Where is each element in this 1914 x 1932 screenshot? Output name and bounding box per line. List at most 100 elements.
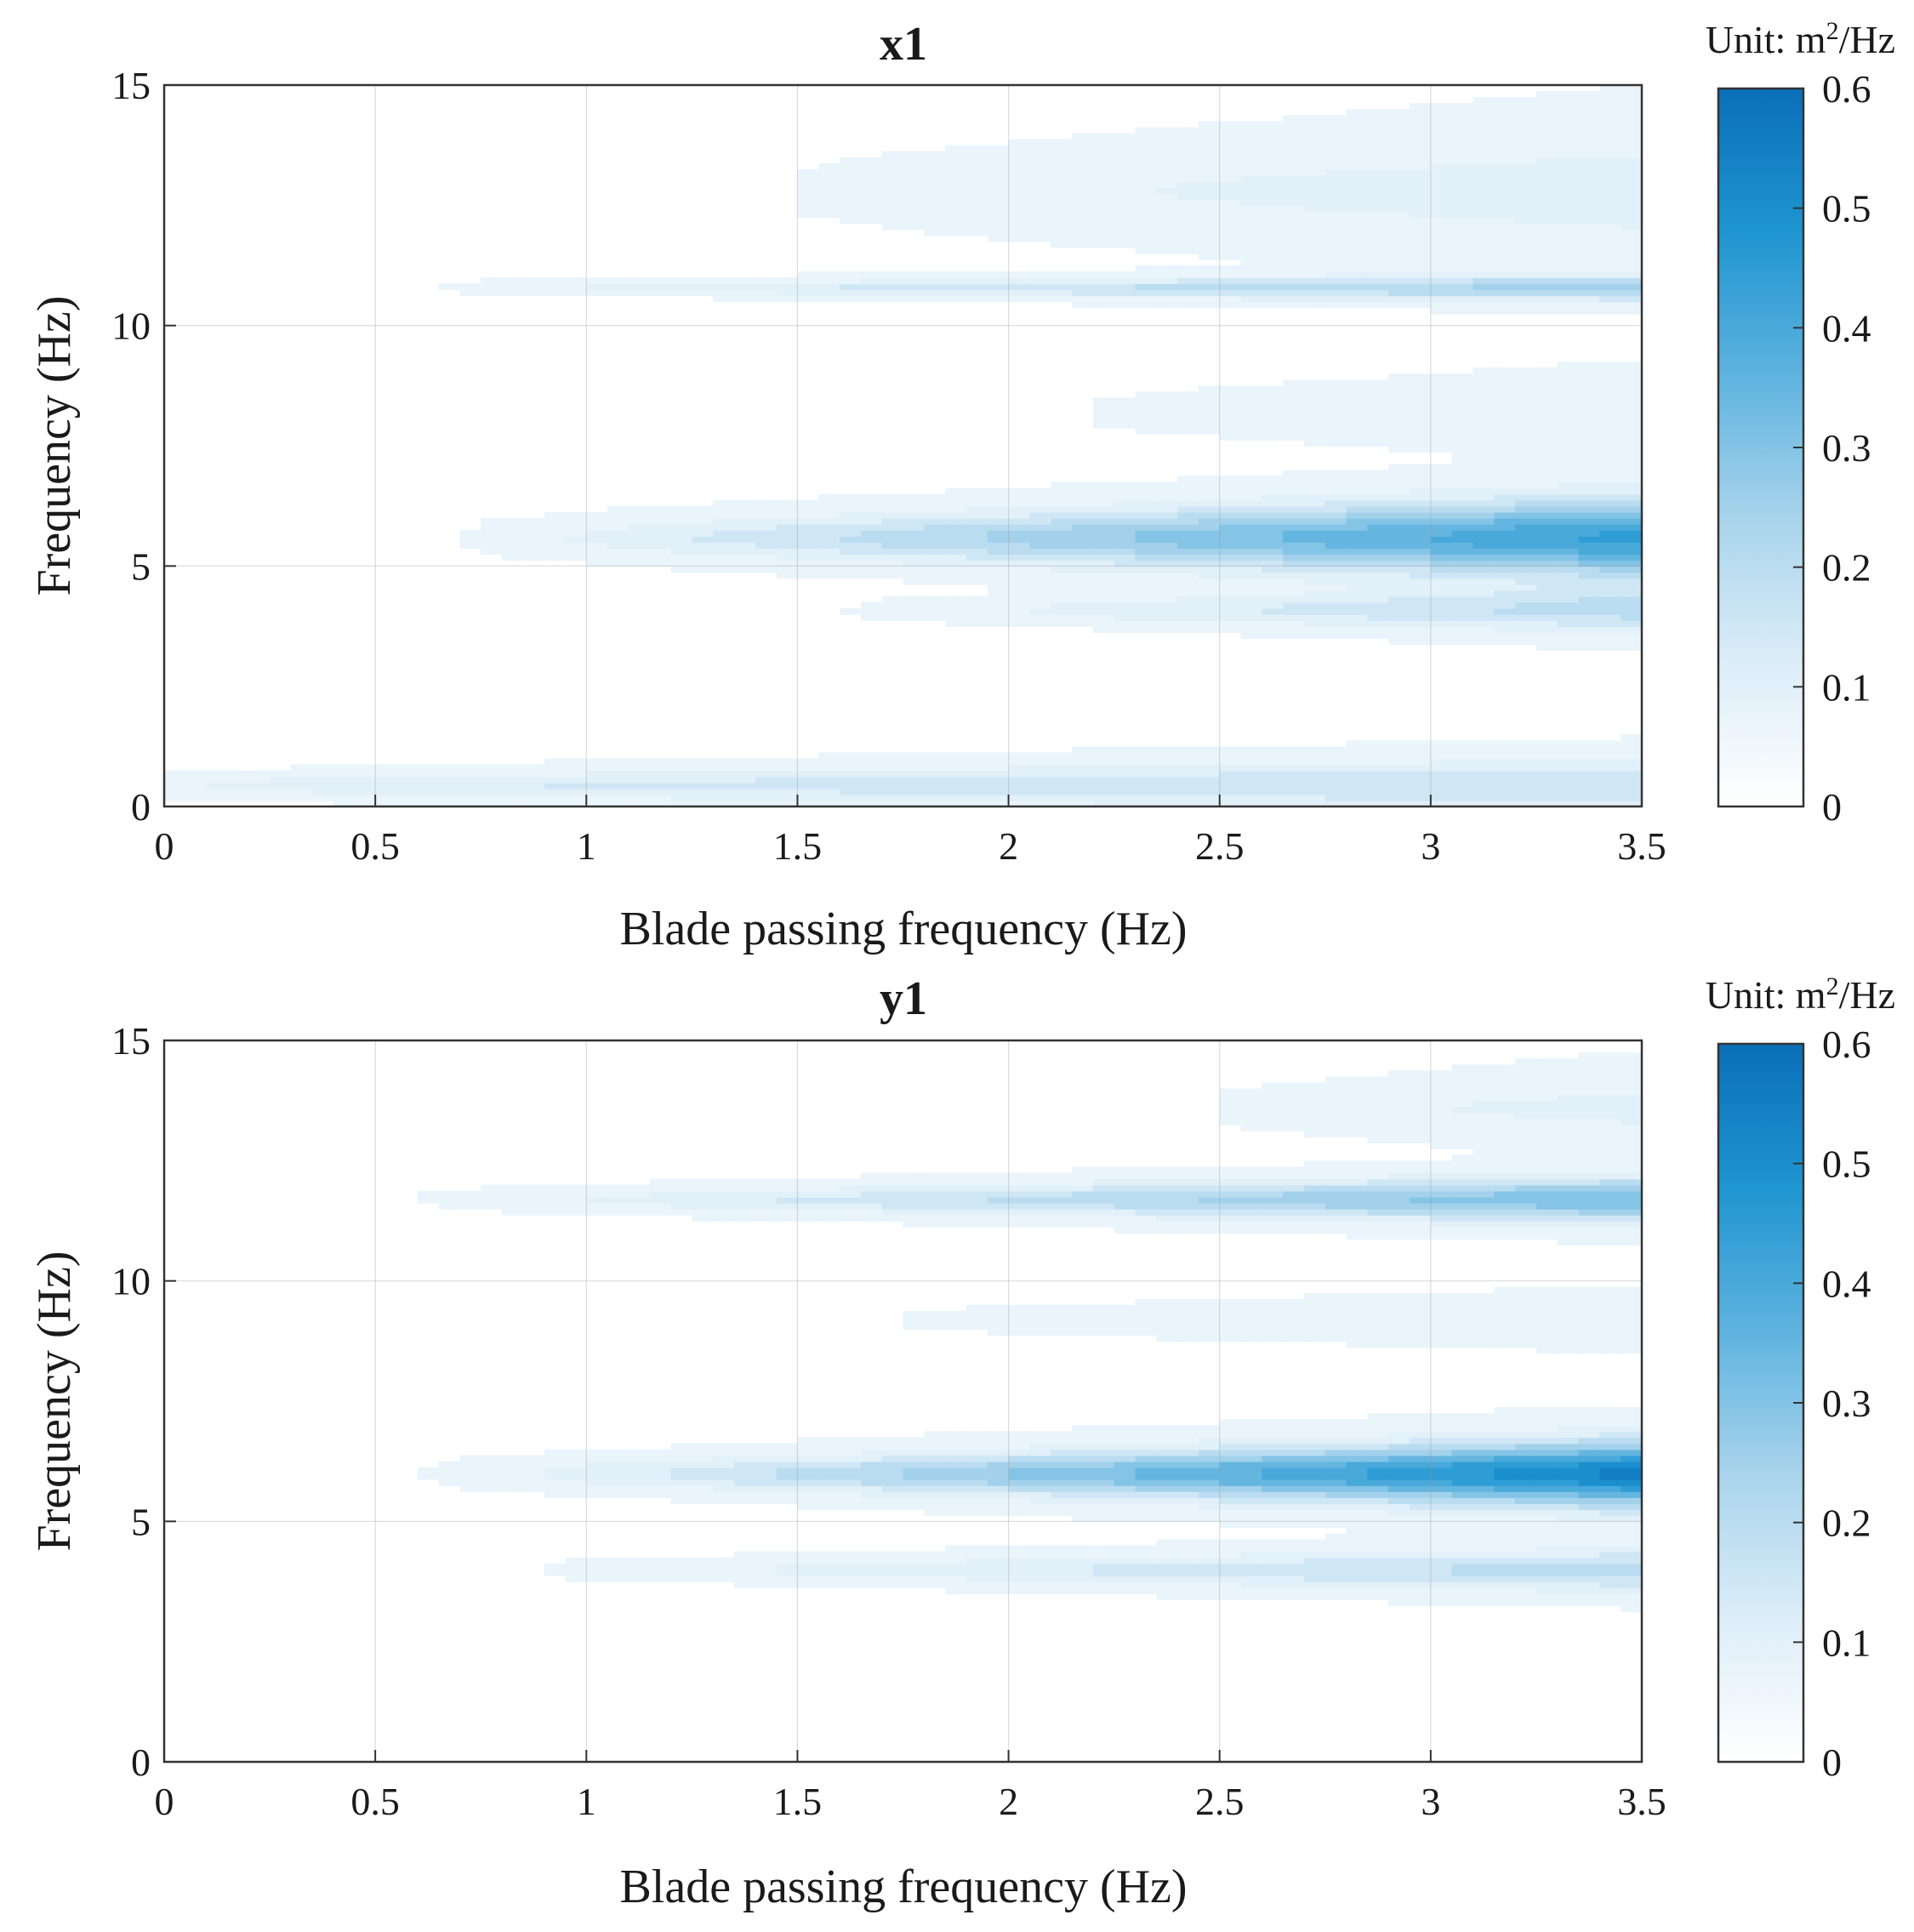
- heatmap-cell: [270, 794, 292, 801]
- heatmap-cell: [1621, 619, 1642, 627]
- heatmap-cell: [1283, 788, 1305, 795]
- heatmap-cell: [1367, 1569, 1389, 1576]
- heatmap-cell: [1156, 283, 1178, 291]
- heatmap-cell: [1451, 162, 1474, 170]
- heatmap-cell: [1451, 1172, 1474, 1180]
- heatmap-cell: [1367, 560, 1389, 567]
- heatmap-cell: [1494, 505, 1516, 513]
- heatmap-cell: [1008, 1323, 1031, 1330]
- heatmap-cell: [1114, 1479, 1136, 1486]
- heatmap-cell: [1198, 289, 1221, 297]
- heatmap-cell: [903, 800, 926, 806]
- heatmap-cell: [734, 764, 756, 772]
- heatmap-cell: [1156, 421, 1178, 429]
- heatmap-cell: [1304, 127, 1326, 134]
- heatmap-cell: [1578, 271, 1601, 278]
- heatmap-cell: [1198, 199, 1221, 207]
- heatmap-cell: [1135, 199, 1158, 207]
- heatmap-cell: [1346, 794, 1369, 801]
- heatmap-cell: [903, 1178, 926, 1186]
- heatmap-cell: [1451, 1515, 1474, 1523]
- heatmap-cell: [1092, 523, 1115, 531]
- heatmap-cell: [840, 1575, 862, 1582]
- heatmap-cell: [1219, 211, 1242, 219]
- heatmap-cell: [1410, 1431, 1432, 1439]
- heatmap-cell: [881, 1449, 904, 1456]
- heatmap-cell: [1557, 223, 1580, 231]
- heatmap-cell: [1473, 746, 1495, 754]
- heatmap-cell: [354, 770, 376, 778]
- heatmap-cell: [1621, 446, 1642, 453]
- heatmap-cell: [1535, 241, 1558, 248]
- heatmap-cell: [649, 560, 672, 567]
- heatmap-cell: [1346, 613, 1369, 621]
- heatmap-cell: [1324, 1118, 1347, 1126]
- heatmap-cell: [1092, 542, 1115, 549]
- heatmap-cell: [1451, 421, 1474, 429]
- heatmap-cell: [1029, 1449, 1051, 1456]
- heatmap-cell: [1304, 241, 1326, 248]
- heatmap-cell: [628, 758, 651, 766]
- heatmap-cell: [860, 217, 883, 225]
- heatmap-cell: [1430, 626, 1453, 633]
- heatmap-cell: [670, 782, 693, 789]
- heatmap-cell: [1451, 1431, 1474, 1439]
- heatmap-cell: [1367, 1413, 1389, 1420]
- heatmap-cell: [1430, 1455, 1453, 1462]
- heatmap-cell: [1578, 607, 1601, 615]
- heatmap-cell: [1515, 746, 1537, 754]
- heatmap-cell: [1621, 536, 1642, 543]
- heatmap-cell: [1473, 607, 1495, 615]
- heatmap-cell: [692, 788, 714, 795]
- heatmap-cell: [1177, 133, 1199, 140]
- heatmap-cell: [1410, 439, 1432, 447]
- heatmap-cell: [1410, 277, 1432, 284]
- heatmap-cell: [924, 181, 946, 188]
- heatmap-cell: [1072, 554, 1094, 561]
- heatmap-cell: [1283, 1443, 1305, 1450]
- heatmap-cell: [1029, 1545, 1051, 1553]
- heatmap-cell: [1198, 1582, 1221, 1588]
- heatmap-cell: [734, 1190, 756, 1198]
- heatmap-cell: [755, 505, 778, 513]
- heatmap-cell: [1557, 368, 1580, 374]
- heatmap-cell: [1410, 493, 1432, 501]
- heatmap-cell: [1304, 536, 1326, 543]
- heatmap-cell: [544, 1479, 567, 1486]
- heatmap-cell: [1557, 505, 1580, 513]
- heatmap-cell: [1388, 536, 1410, 543]
- heatmap-cell: [1114, 1166, 1136, 1174]
- heatmap-cell: [1114, 1587, 1136, 1594]
- heatmap-cell: [1051, 758, 1073, 766]
- heatmap-cell: [1283, 782, 1305, 789]
- heatmap-cell: [1473, 452, 1495, 459]
- heatmap-cell: [607, 1491, 629, 1498]
- heatmap-cell: [1621, 289, 1642, 297]
- heatmap-cell: [1219, 511, 1242, 519]
- heatmap-cell: [1240, 499, 1263, 507]
- heatmap-cell: [1029, 1455, 1051, 1462]
- heatmap-cell: [1346, 601, 1369, 609]
- colorbar-tick-label: 0.4: [1822, 306, 1871, 350]
- heatmap-cell: [1283, 752, 1305, 760]
- heatmap-cell: [818, 764, 840, 772]
- heatmap-cell: [1304, 1509, 1326, 1517]
- heatmap-cell: [840, 1467, 862, 1474]
- heatmap-cell: [924, 271, 946, 278]
- heatmap-cell: [966, 1196, 988, 1204]
- heatmap-cell: [734, 788, 756, 795]
- heatmap-cell: [1388, 1082, 1410, 1090]
- heatmap-cell: [1029, 764, 1051, 772]
- heatmap-cell: [1430, 572, 1453, 579]
- heatmap-cell: [1051, 511, 1073, 519]
- heatmap-cell: [1599, 368, 1621, 374]
- heatmap-cell: [565, 1575, 588, 1582]
- heatmap-cell: [1324, 517, 1347, 525]
- heatmap-cell: [987, 758, 1010, 766]
- heatmap-cell: [987, 295, 1010, 303]
- heatmap-cell: [1346, 1166, 1369, 1174]
- heatmap-cell: [860, 523, 883, 531]
- heatmap-cell: [1346, 758, 1369, 766]
- heatmap-cell: [1410, 770, 1432, 778]
- heatmap-cell: [1410, 409, 1432, 417]
